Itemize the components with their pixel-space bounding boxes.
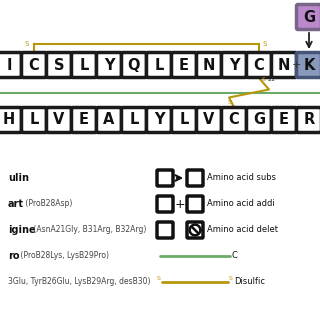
Text: (ProB28Asp): (ProB28Asp) [23,199,72,209]
Text: G: G [253,113,265,127]
FancyBboxPatch shape [187,222,203,238]
Text: +: + [292,60,301,70]
Text: C: C [228,113,239,127]
FancyBboxPatch shape [97,52,122,77]
FancyBboxPatch shape [187,196,203,212]
FancyBboxPatch shape [196,108,221,132]
Text: E: E [79,113,89,127]
FancyBboxPatch shape [172,108,196,132]
Text: L: L [29,113,39,127]
FancyBboxPatch shape [297,4,320,29]
FancyBboxPatch shape [221,108,246,132]
Text: S: S [262,77,266,82]
Text: (ProB28Lys, LysB29Pro): (ProB28Lys, LysB29Pro) [18,252,109,260]
FancyBboxPatch shape [71,52,97,77]
Text: +: + [175,197,185,211]
Text: 21: 21 [268,77,276,82]
Text: C: C [28,58,39,73]
FancyBboxPatch shape [147,52,172,77]
FancyBboxPatch shape [297,52,320,77]
Text: C: C [254,58,264,73]
FancyBboxPatch shape [271,52,297,77]
Text: Amino acid subs: Amino acid subs [207,173,276,182]
Text: E: E [179,58,189,73]
Text: ro: ro [8,251,20,261]
FancyBboxPatch shape [157,170,173,186]
Text: N: N [278,58,290,73]
FancyBboxPatch shape [0,108,21,132]
FancyBboxPatch shape [122,108,147,132]
Text: (AsnA21Gly, B31Arg, B32Arg): (AsnA21Gly, B31Arg, B32Arg) [31,226,146,235]
FancyBboxPatch shape [271,108,297,132]
Text: L: L [79,58,89,73]
FancyBboxPatch shape [221,52,246,77]
Text: Y: Y [229,58,239,73]
FancyBboxPatch shape [157,222,173,238]
Text: C: C [232,252,238,260]
FancyBboxPatch shape [71,108,97,132]
Text: Disulfic: Disulfic [234,277,265,286]
Text: H: H [3,113,15,127]
FancyBboxPatch shape [21,108,46,132]
Text: igine: igine [8,225,36,235]
FancyBboxPatch shape [246,108,271,132]
Text: L: L [129,113,139,127]
Text: S: S [228,100,232,105]
Text: S: S [54,58,64,73]
Text: I: I [6,58,12,73]
Text: Y: Y [154,113,164,127]
FancyBboxPatch shape [172,52,196,77]
Text: 3Glu, TyrB26Glu, LysB29Arg, desB30): 3Glu, TyrB26Glu, LysB29Arg, desB30) [8,277,150,286]
Text: S: S [25,41,29,47]
FancyBboxPatch shape [297,108,320,132]
FancyBboxPatch shape [122,52,147,77]
Text: Amino acid delet: Amino acid delet [207,226,278,235]
FancyBboxPatch shape [157,196,173,212]
Text: K: K [303,58,315,73]
Text: S: S [263,41,267,47]
Text: S: S [157,276,161,282]
Text: art: art [8,199,24,209]
FancyBboxPatch shape [46,52,71,77]
Text: G: G [303,10,315,25]
FancyBboxPatch shape [97,108,122,132]
Text: S: S [229,276,233,282]
FancyBboxPatch shape [147,108,172,132]
FancyBboxPatch shape [187,170,203,186]
Text: A: A [103,113,115,127]
Text: V: V [53,113,65,127]
Text: Y: Y [104,58,114,73]
Text: Amino acid addi: Amino acid addi [207,199,275,209]
Text: E: E [279,113,289,127]
FancyBboxPatch shape [246,52,271,77]
FancyBboxPatch shape [196,52,221,77]
FancyBboxPatch shape [46,108,71,132]
Text: Q: Q [128,58,140,73]
Text: L: L [179,113,189,127]
FancyBboxPatch shape [21,52,46,77]
Text: V: V [203,113,215,127]
Text: ulin: ulin [8,173,29,183]
Text: L: L [154,58,164,73]
Text: N: N [203,58,215,73]
FancyBboxPatch shape [0,52,21,77]
Text: R: R [303,113,315,127]
